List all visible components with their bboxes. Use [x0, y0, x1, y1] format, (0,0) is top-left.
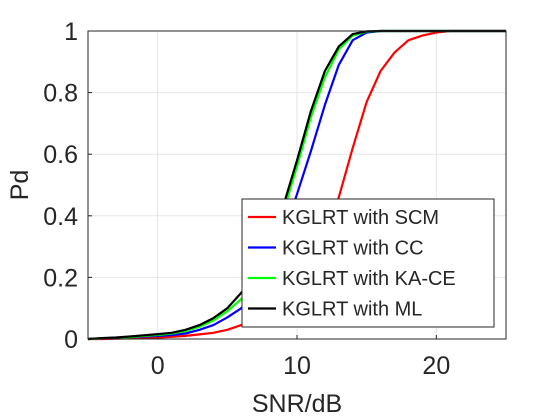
y-tick-labels: 0 0.2 0.4 0.6 0.8 1 — [43, 18, 92, 354]
y-tick-label-5: 1 — [64, 18, 78, 46]
x-axis-label: SNR/dB — [252, 390, 342, 418]
y-tick-label-0: 0 — [64, 326, 78, 354]
legend-box — [241, 198, 495, 328]
legend-label-2: KGLRT with KA-CE — [282, 268, 456, 290]
legend-label-0: KGLRT with SCM — [282, 207, 439, 229]
y-axis-label: Pd — [6, 170, 34, 201]
x-tick-label-2: 20 — [422, 352, 450, 380]
y-tick-label-2: 0.4 — [43, 203, 78, 231]
legend: KGLRT with SCM KGLRT with CC KGLRT with KA… — [241, 198, 495, 328]
x-tick-labels: 0 10 20 — [151, 335, 450, 380]
x-tick-label-1: 10 — [283, 352, 311, 380]
legend-label-1: KGLRT with CC — [282, 238, 424, 260]
y-tick-label-3: 0.6 — [43, 141, 78, 169]
y-tick-label-4: 0.8 — [43, 80, 78, 108]
legend-label-3: KGLRT with ML — [282, 299, 422, 321]
x-tick-label-0: 0 — [151, 352, 165, 380]
y-tick-label-1: 0.2 — [43, 264, 78, 292]
